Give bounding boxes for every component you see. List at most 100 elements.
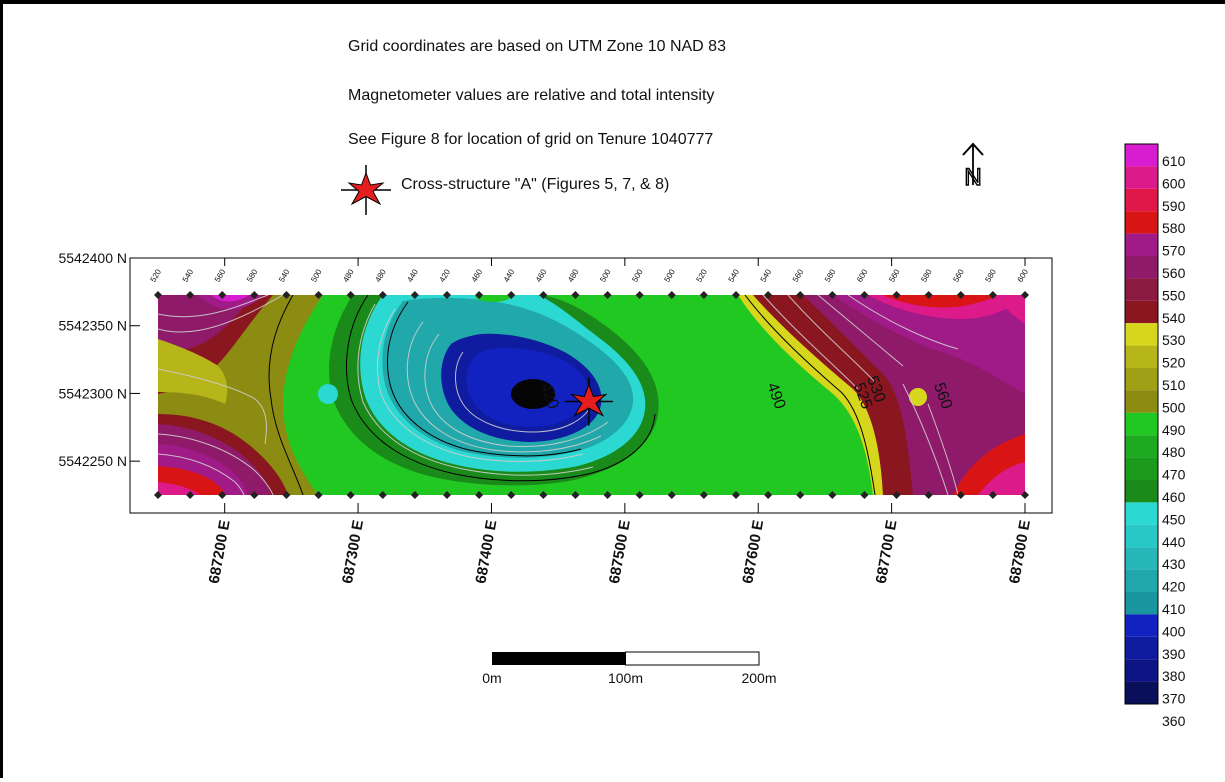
station-reading-label: 440 xyxy=(502,267,517,284)
scale-bar-dark-segment xyxy=(492,652,626,665)
station-marker xyxy=(828,491,837,499)
colorbar-swatch xyxy=(1125,524,1158,548)
colorbar-swatch xyxy=(1125,300,1158,324)
station-reading-label: 480 xyxy=(566,267,581,284)
station-marker xyxy=(1021,491,1029,499)
northing-axis: 5542400 N 5542350 N 5542300 N 5542250 N xyxy=(58,250,140,469)
station-reading-label: 500 xyxy=(662,267,677,284)
station-marker xyxy=(282,291,291,299)
station-marker xyxy=(378,291,387,299)
easting-label: 687200 E xyxy=(206,519,234,585)
colorbar-legend: 610 600 590 580 570 560 550 540 530 520 510 500 490 4… xyxy=(1124,143,1186,729)
colorbar-label: 400 xyxy=(1162,623,1186,639)
scale-bar-label: 0m xyxy=(482,670,501,686)
colorbar-swatch xyxy=(1125,166,1158,189)
station-marker xyxy=(667,491,676,499)
station-marker xyxy=(699,491,708,499)
station-reading-label: 520 xyxy=(149,267,164,284)
station-marker xyxy=(732,291,740,299)
station-marker xyxy=(282,491,291,499)
colorbar-swatch xyxy=(1125,592,1158,615)
station-marker xyxy=(250,491,259,499)
colorbar-swatch xyxy=(1125,188,1158,212)
red-star-icon xyxy=(570,383,608,417)
colorbar-swatch xyxy=(1125,323,1158,346)
station-marker xyxy=(732,491,740,499)
colorbar-swatch xyxy=(1125,256,1158,279)
colorbar-label: 470 xyxy=(1162,467,1186,483)
station-marker xyxy=(603,491,612,499)
station-marker xyxy=(378,491,387,499)
contour-fill xyxy=(158,295,1025,495)
station-reading-label: 580 xyxy=(983,267,998,284)
station-marker xyxy=(892,491,901,499)
station-marker xyxy=(539,291,548,299)
cross-structure-marker xyxy=(564,377,613,426)
station-marker xyxy=(988,491,997,499)
station-marker xyxy=(346,291,355,299)
station-marker xyxy=(956,291,965,299)
colorbar-swatch xyxy=(1125,368,1158,391)
station-marker xyxy=(860,491,869,499)
colorbar-label: 360 xyxy=(1162,713,1186,729)
colorbar-label: 590 xyxy=(1162,198,1186,214)
colorbar-swatch xyxy=(1125,659,1158,682)
station-reading-label: 500 xyxy=(630,267,645,284)
station-reading-label: 560 xyxy=(887,267,902,284)
station-reading-label: 580 xyxy=(823,267,838,284)
station-marker xyxy=(796,291,805,299)
station-marker xyxy=(764,291,773,299)
colorbar-label: 480 xyxy=(1162,444,1186,460)
scale-bar: 0m 100m 200m xyxy=(482,651,777,686)
station-marker xyxy=(667,291,676,299)
colorbar-swatch xyxy=(1125,412,1158,436)
colorbar-swatch xyxy=(1125,233,1158,256)
station-marker xyxy=(475,291,484,299)
colorbar-label: 570 xyxy=(1162,243,1186,259)
station-marker xyxy=(475,491,484,499)
station-marker xyxy=(507,291,516,299)
colorbar-label: 600 xyxy=(1162,175,1186,191)
northing-label: 5542250 N xyxy=(58,453,127,469)
colorbar-swatch xyxy=(1125,547,1158,570)
station-marker xyxy=(635,491,644,499)
scale-bar-light-segment xyxy=(625,651,760,666)
colorbar-label: 420 xyxy=(1162,579,1186,595)
station-marker xyxy=(1021,291,1029,299)
northing-label: 5542300 N xyxy=(58,385,127,401)
station-marker xyxy=(956,491,965,499)
station-reading-label: 460 xyxy=(534,267,549,284)
station-reading-label: 600 xyxy=(1016,267,1031,284)
station-marker xyxy=(314,491,323,499)
station-marker xyxy=(314,291,323,299)
station-reading-label: 580 xyxy=(245,267,260,284)
colorbar-label: 610 xyxy=(1162,153,1186,169)
northing-label: 5542350 N xyxy=(58,318,127,334)
station-reading-label: 520 xyxy=(694,267,709,284)
station-reading-label: 500 xyxy=(309,267,324,284)
station-marker xyxy=(764,491,773,499)
station-reading-label: 480 xyxy=(341,267,356,284)
magnetometer-values-note: Magnetometer values are relative and tot… xyxy=(348,87,715,104)
colorbar-swatch xyxy=(1125,390,1158,413)
station-reading-label: 560 xyxy=(791,267,806,284)
easting-label: 687400 E xyxy=(473,519,501,585)
scale-bar-label: 100m xyxy=(608,670,643,686)
easting-label: 687500 E xyxy=(606,519,634,585)
colorbar-label: 390 xyxy=(1162,646,1186,662)
station-marker xyxy=(699,291,708,299)
station-marker xyxy=(154,291,162,299)
station-marker xyxy=(796,491,805,499)
colorbar-swatch xyxy=(1125,144,1158,167)
station-marker xyxy=(539,491,548,499)
easting-label: 687300 E xyxy=(339,519,367,585)
figure-reference-note: See Figure 8 for location of grid on Ten… xyxy=(348,131,714,148)
north-letter: N xyxy=(964,164,981,191)
station-marker xyxy=(635,291,644,299)
station-reading-label: 440 xyxy=(405,267,420,284)
station-reading-label: 560 xyxy=(213,267,228,284)
station-marker xyxy=(410,291,419,299)
station-reading-label: 540 xyxy=(759,267,774,284)
cross-structure-legend-label: Cross-structure "A" (Figures 5, 7, & 8) xyxy=(401,176,670,193)
